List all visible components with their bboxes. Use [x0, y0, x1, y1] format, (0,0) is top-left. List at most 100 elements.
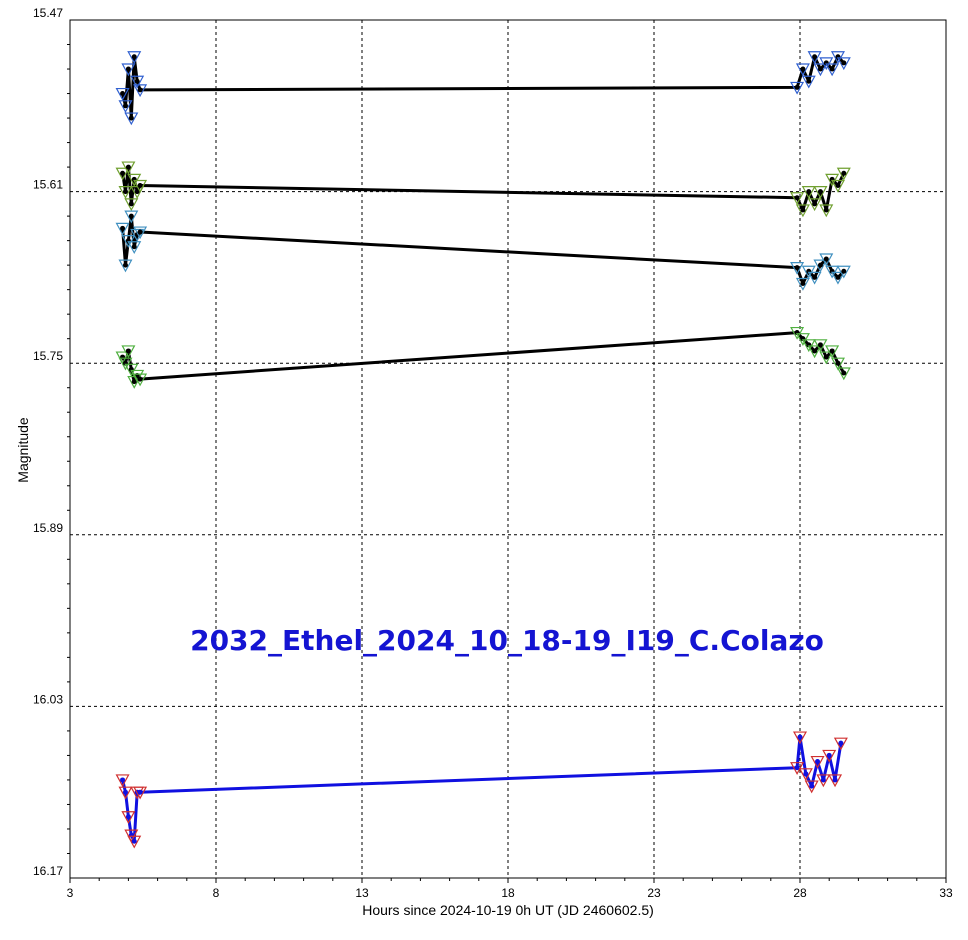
data-point-marker	[121, 345, 136, 359]
data-point	[829, 348, 835, 354]
y-tick-label: 15.75	[33, 349, 63, 363]
data-point-marker	[790, 762, 805, 775]
data-point	[817, 262, 823, 268]
data-point-marker	[118, 786, 133, 800]
data-point-marker	[124, 198, 139, 212]
y-tick-label: 15.61	[33, 178, 63, 192]
data-point-marker	[822, 749, 837, 763]
data-point-marker	[830, 357, 845, 371]
data-point-marker	[127, 835, 142, 849]
data-point-marker	[118, 259, 133, 273]
data-point	[823, 354, 829, 360]
series-2	[115, 161, 851, 218]
data-point	[812, 274, 818, 280]
data-point-marker	[121, 63, 136, 77]
data-point	[131, 54, 137, 60]
data-point-marker	[115, 167, 130, 181]
data-point	[137, 229, 143, 235]
data-point-marker	[825, 265, 840, 279]
data-point-marker	[830, 51, 845, 65]
axis-ticks: 3 8 13 18 23 28 33 15.47 15.61 15.75 15.89 16.03 16.…	[33, 6, 953, 900]
data-point	[134, 189, 140, 195]
data-point-marker	[127, 241, 142, 255]
data-point	[841, 268, 847, 274]
data-point-marker	[825, 345, 840, 359]
data-point-marker	[819, 351, 834, 365]
data-point	[137, 182, 143, 188]
data-point	[120, 777, 126, 783]
data-point	[120, 91, 126, 97]
data-point	[806, 189, 812, 195]
data-point	[838, 740, 844, 746]
data-point-marker	[124, 210, 139, 224]
data-point-marker	[792, 731, 808, 745]
data-point-marker	[115, 774, 130, 788]
data-point-marker	[130, 369, 145, 383]
data-point	[800, 207, 806, 213]
data-point-marker	[836, 167, 851, 181]
data-point	[122, 789, 128, 795]
data-point	[128, 832, 134, 838]
data-point	[809, 783, 815, 789]
data-point	[817, 342, 823, 348]
data-point	[131, 244, 137, 250]
data-point	[125, 814, 131, 820]
data-point	[832, 777, 838, 783]
x-tick-label: 18	[501, 886, 515, 900]
data-point-marker	[130, 228, 145, 242]
data-point-marker	[133, 373, 148, 387]
data-point	[122, 189, 128, 195]
x-tick-label: 33	[939, 886, 953, 900]
data-point	[797, 734, 803, 740]
data-point	[815, 759, 821, 765]
data-point-marker	[807, 51, 822, 65]
data-point	[835, 182, 841, 188]
data-point-marker	[115, 222, 130, 236]
data-point	[122, 103, 128, 109]
data-point-marker	[130, 75, 145, 89]
series-line	[121, 214, 845, 285]
x-tick-label: 13	[355, 886, 369, 900]
y-tick-label: 15.47	[33, 6, 63, 20]
data-point-marker	[133, 179, 148, 193]
data-point	[817, 189, 823, 195]
data-point-marker	[121, 811, 136, 824]
y-tick-label: 16.03	[33, 692, 63, 706]
data-point	[131, 838, 137, 844]
data-point-marker	[133, 226, 148, 240]
data-point	[128, 115, 134, 121]
data-point	[120, 225, 126, 231]
x-tick-label: 28	[793, 886, 807, 900]
data-point	[137, 87, 143, 93]
data-point-marker	[833, 737, 848, 751]
data-point	[829, 66, 835, 72]
data-point-marker	[819, 253, 834, 267]
data-point-marker	[828, 774, 843, 788]
data-point-marker	[127, 51, 142, 65]
data-point	[841, 60, 847, 66]
data-point	[820, 777, 826, 783]
x-axis-label: Hours since 2024-10-19 0h UT (JD 2460602…	[362, 902, 654, 918]
x-tick-label: 23	[647, 886, 661, 900]
data-point-marker	[816, 774, 831, 788]
series-3	[115, 210, 851, 291]
data-point-marker	[795, 277, 810, 291]
data-point-marker	[801, 186, 816, 199]
data-point	[794, 265, 800, 271]
data-point-marker	[121, 235, 136, 248]
data-point-marker	[795, 333, 810, 346]
data-point	[125, 348, 131, 354]
data-point	[835, 274, 841, 280]
data-point	[806, 78, 812, 84]
data-point-marker	[807, 345, 822, 359]
data-point	[835, 360, 841, 366]
data-point	[794, 84, 800, 90]
series-line	[121, 165, 846, 212]
data-point-marker	[790, 192, 805, 205]
data-point	[137, 376, 143, 382]
data-point	[823, 207, 829, 213]
series-1	[115, 51, 851, 126]
data-point	[812, 201, 818, 207]
series-4	[115, 326, 851, 389]
x-tick-label: 3	[67, 886, 74, 900]
